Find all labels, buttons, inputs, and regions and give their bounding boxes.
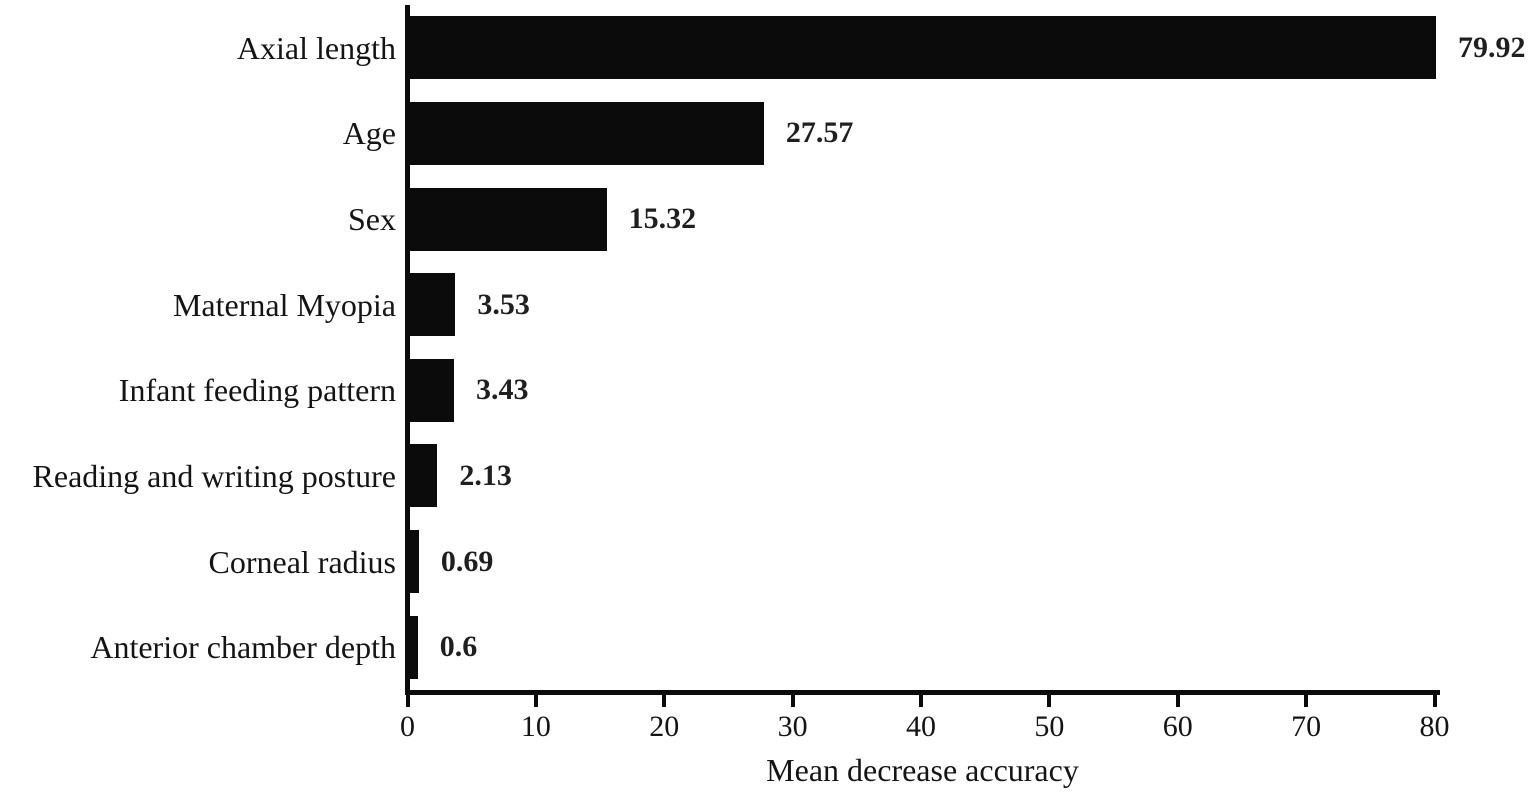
- bar: [410, 16, 1436, 80]
- x-tick-label: 40: [906, 710, 936, 743]
- x-tick: [1175, 693, 1180, 707]
- x-tick-label: 30: [777, 710, 808, 743]
- value-label: 15.32: [628, 202, 697, 236]
- x-tick: [1304, 693, 1309, 707]
- value-label: 3.53: [477, 287, 530, 321]
- bar-rows: Axial length 79.92 Age 27.57 Sex 15.32 Materna…: [0, 5, 1535, 690]
- y-axis-line: [405, 5, 410, 695]
- category-label: Sex: [348, 201, 396, 238]
- x-tick: [533, 693, 538, 707]
- value-label: 27.57: [785, 116, 854, 150]
- bar-row: Anterior chamber depth 0.6: [0, 604, 1535, 690]
- value-label: 2.13: [459, 458, 512, 492]
- x-tick-label: 10: [520, 710, 551, 743]
- x-tick-label: 50: [1034, 710, 1065, 743]
- value-label: 0.6: [439, 630, 478, 664]
- x-tick-label: 80: [1419, 710, 1450, 743]
- x-tick-label: 60: [1162, 710, 1193, 743]
- bar-row: Infant feeding pattern 3.43: [0, 348, 1535, 434]
- x-tick: [662, 693, 667, 707]
- bar-row: Reading and writing posture 2.13: [0, 433, 1535, 519]
- x-tick-label: 20: [649, 710, 680, 743]
- bar-row: Sex 15.32: [0, 176, 1535, 262]
- x-tick-label: 0: [400, 710, 415, 743]
- bar-row: Maternal Myopia 3.53: [0, 262, 1535, 348]
- x-tick: [790, 693, 795, 707]
- bar: [410, 444, 438, 508]
- bar-row: Corneal radius 0.69: [0, 519, 1535, 605]
- bar: [410, 187, 607, 251]
- category-label: Axial length: [236, 29, 396, 66]
- x-tick: [405, 693, 410, 707]
- x-tick-label: 70: [1291, 710, 1322, 743]
- bar: [410, 530, 419, 594]
- x-tick: [919, 693, 923, 707]
- value-label: 79.92: [1457, 30, 1526, 64]
- value-label: 0.69: [440, 544, 494, 578]
- x-tick: [1432, 693, 1437, 707]
- category-label: Maternal Myopia: [172, 286, 396, 323]
- category-label: Age: [342, 115, 396, 152]
- bar: [410, 273, 456, 337]
- bar-row: Age 27.57: [0, 91, 1535, 177]
- bar: [410, 101, 764, 165]
- category-label: Anterior chamber depth: [90, 629, 396, 666]
- value-label: 3.43: [476, 373, 529, 407]
- bar-row: Axial length 79.92: [0, 5, 1535, 91]
- category-label: Corneal radius: [208, 543, 397, 580]
- x-axis-title: Mean decrease accuracy: [766, 752, 1079, 788]
- bar: [410, 615, 418, 679]
- x-tick: [1047, 693, 1052, 707]
- x-axis-line: [405, 690, 1440, 695]
- category-label: Reading and writing posture: [32, 457, 396, 494]
- category-label: Infant feeding pattern: [118, 372, 396, 409]
- bar: [410, 358, 455, 422]
